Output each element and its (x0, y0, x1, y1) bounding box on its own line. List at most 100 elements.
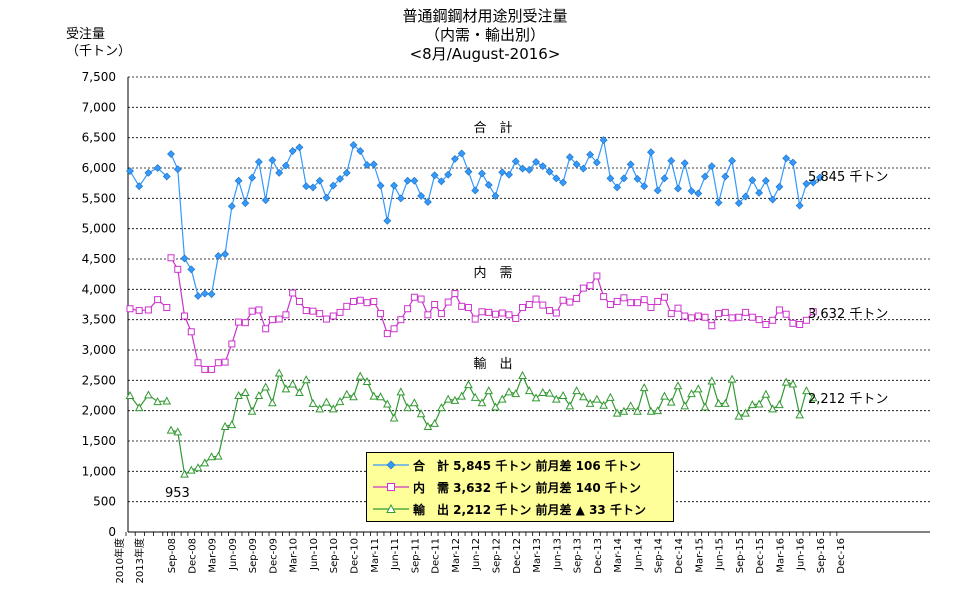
x-tick-label: Mar-10 (289, 538, 300, 573)
data-point-total (599, 136, 608, 145)
data-point-export (423, 421, 433, 430)
data-point-total (363, 161, 371, 169)
data-point-total (275, 168, 284, 177)
data-point-export (153, 397, 162, 406)
data-point-total (390, 181, 399, 190)
data-point-domestic (154, 296, 162, 304)
data-point-export (707, 376, 717, 385)
data-point-domestic (451, 290, 459, 298)
data-point-domestic (397, 316, 405, 324)
x-tick-label: Mar-11 (370, 538, 381, 573)
legend-diamond-marker-icon (373, 460, 409, 470)
data-point-total (795, 201, 804, 210)
data-point-export (606, 392, 615, 401)
data-point-domestic (735, 313, 743, 321)
data-point-export (477, 398, 487, 407)
data-point-total (755, 188, 764, 197)
data-point-domestic (748, 313, 756, 321)
x-tick-label: Jun-16 (796, 538, 807, 571)
data-point-domestic (336, 308, 344, 316)
data-point-total (464, 167, 473, 176)
data-point-export (748, 400, 757, 409)
data-point-domestic (728, 314, 736, 322)
data-point-domestic (600, 293, 608, 301)
legend-item-export: 輸 出 2,212 千トン 前月差 ▲ 33 千トン (367, 499, 673, 519)
data-point-export (403, 403, 412, 412)
y-tick-label: 5,500 (82, 191, 116, 205)
data-point-total (647, 148, 655, 157)
data-point-export (673, 381, 683, 390)
data-point-domestic (268, 316, 276, 324)
data-point-export (457, 391, 467, 400)
data-point-export (288, 379, 298, 388)
data-point-domestic (262, 325, 270, 333)
legend-square-marker-icon (373, 483, 409, 491)
data-point-domestic (654, 297, 662, 305)
data-point-domestic (552, 309, 560, 317)
data-point-export (213, 451, 223, 460)
data-point-domestic (681, 312, 689, 320)
data-point-domestic (309, 307, 317, 315)
data-point-domestic (742, 308, 750, 316)
x-tick-label: Sep-08 (167, 538, 178, 573)
data-point-export (144, 390, 153, 399)
data-point-total (369, 160, 378, 169)
data-point-export (295, 387, 304, 396)
data-point-total (241, 199, 250, 208)
data-point-total (173, 165, 182, 174)
y-tick-label: 4,500 (82, 252, 116, 266)
data-point-total (471, 186, 480, 195)
x-tick-label: Mar-16 (775, 538, 786, 573)
data-point-total (532, 158, 540, 166)
data-point-total (775, 182, 784, 191)
data-point-total (281, 161, 290, 170)
legend-label-export: 輸 出 2,212 千トン 前月差 ▲ 33 千トン (413, 503, 646, 517)
data-point-domestic (163, 304, 171, 312)
data-point-total (423, 198, 432, 206)
data-point-export (162, 396, 172, 405)
data-point-export (666, 397, 676, 406)
data-point-total (221, 250, 230, 259)
data-point-domestic (708, 322, 716, 330)
data-point-total (572, 160, 581, 169)
data-point-export (301, 375, 311, 384)
data-point-total (505, 170, 513, 179)
data-point-domestic (356, 296, 364, 304)
x-tick-label: Sep-12 (491, 538, 502, 573)
y-tick-label: 5,000 (82, 222, 116, 236)
data-point-domestic (431, 301, 439, 308)
data-point-export (166, 425, 176, 434)
data-point-export (342, 389, 352, 398)
series-line-export (170, 371, 814, 476)
data-point-total (234, 176, 243, 185)
x-tick-label: Sep-15 (735, 538, 746, 573)
x-tick-label: 2013年度 (133, 538, 146, 583)
data-point-total (403, 176, 412, 185)
data-point-export (775, 400, 784, 409)
y-tick-label: 1,000 (82, 464, 116, 478)
data-point-total (545, 167, 554, 176)
data-point-domestic (302, 307, 310, 315)
data-point-domestic (640, 296, 648, 304)
data-point-total (315, 176, 324, 185)
x-tick-label: Sep-09 (248, 538, 259, 573)
data-point-total (816, 173, 824, 182)
data-point-domestic (674, 304, 682, 312)
data-point-domestic (532, 295, 540, 303)
y-tick-label: 3,500 (82, 313, 116, 327)
data-point-total (707, 162, 716, 171)
data-point-total (295, 143, 304, 152)
data-point-domestic (613, 297, 621, 305)
data-point-total (329, 181, 338, 190)
data-point-total (227, 202, 236, 211)
data-point-export (545, 388, 554, 397)
data-point-total (538, 162, 547, 171)
series-label-domestic: 内 需 (473, 265, 512, 281)
data-point-export (687, 389, 696, 398)
data-point-export (410, 398, 419, 407)
data-point-export (281, 384, 291, 393)
x-tick-label: Dec-16 (836, 538, 847, 574)
data-point-total (782, 154, 791, 163)
data-point-domestic (377, 310, 385, 318)
